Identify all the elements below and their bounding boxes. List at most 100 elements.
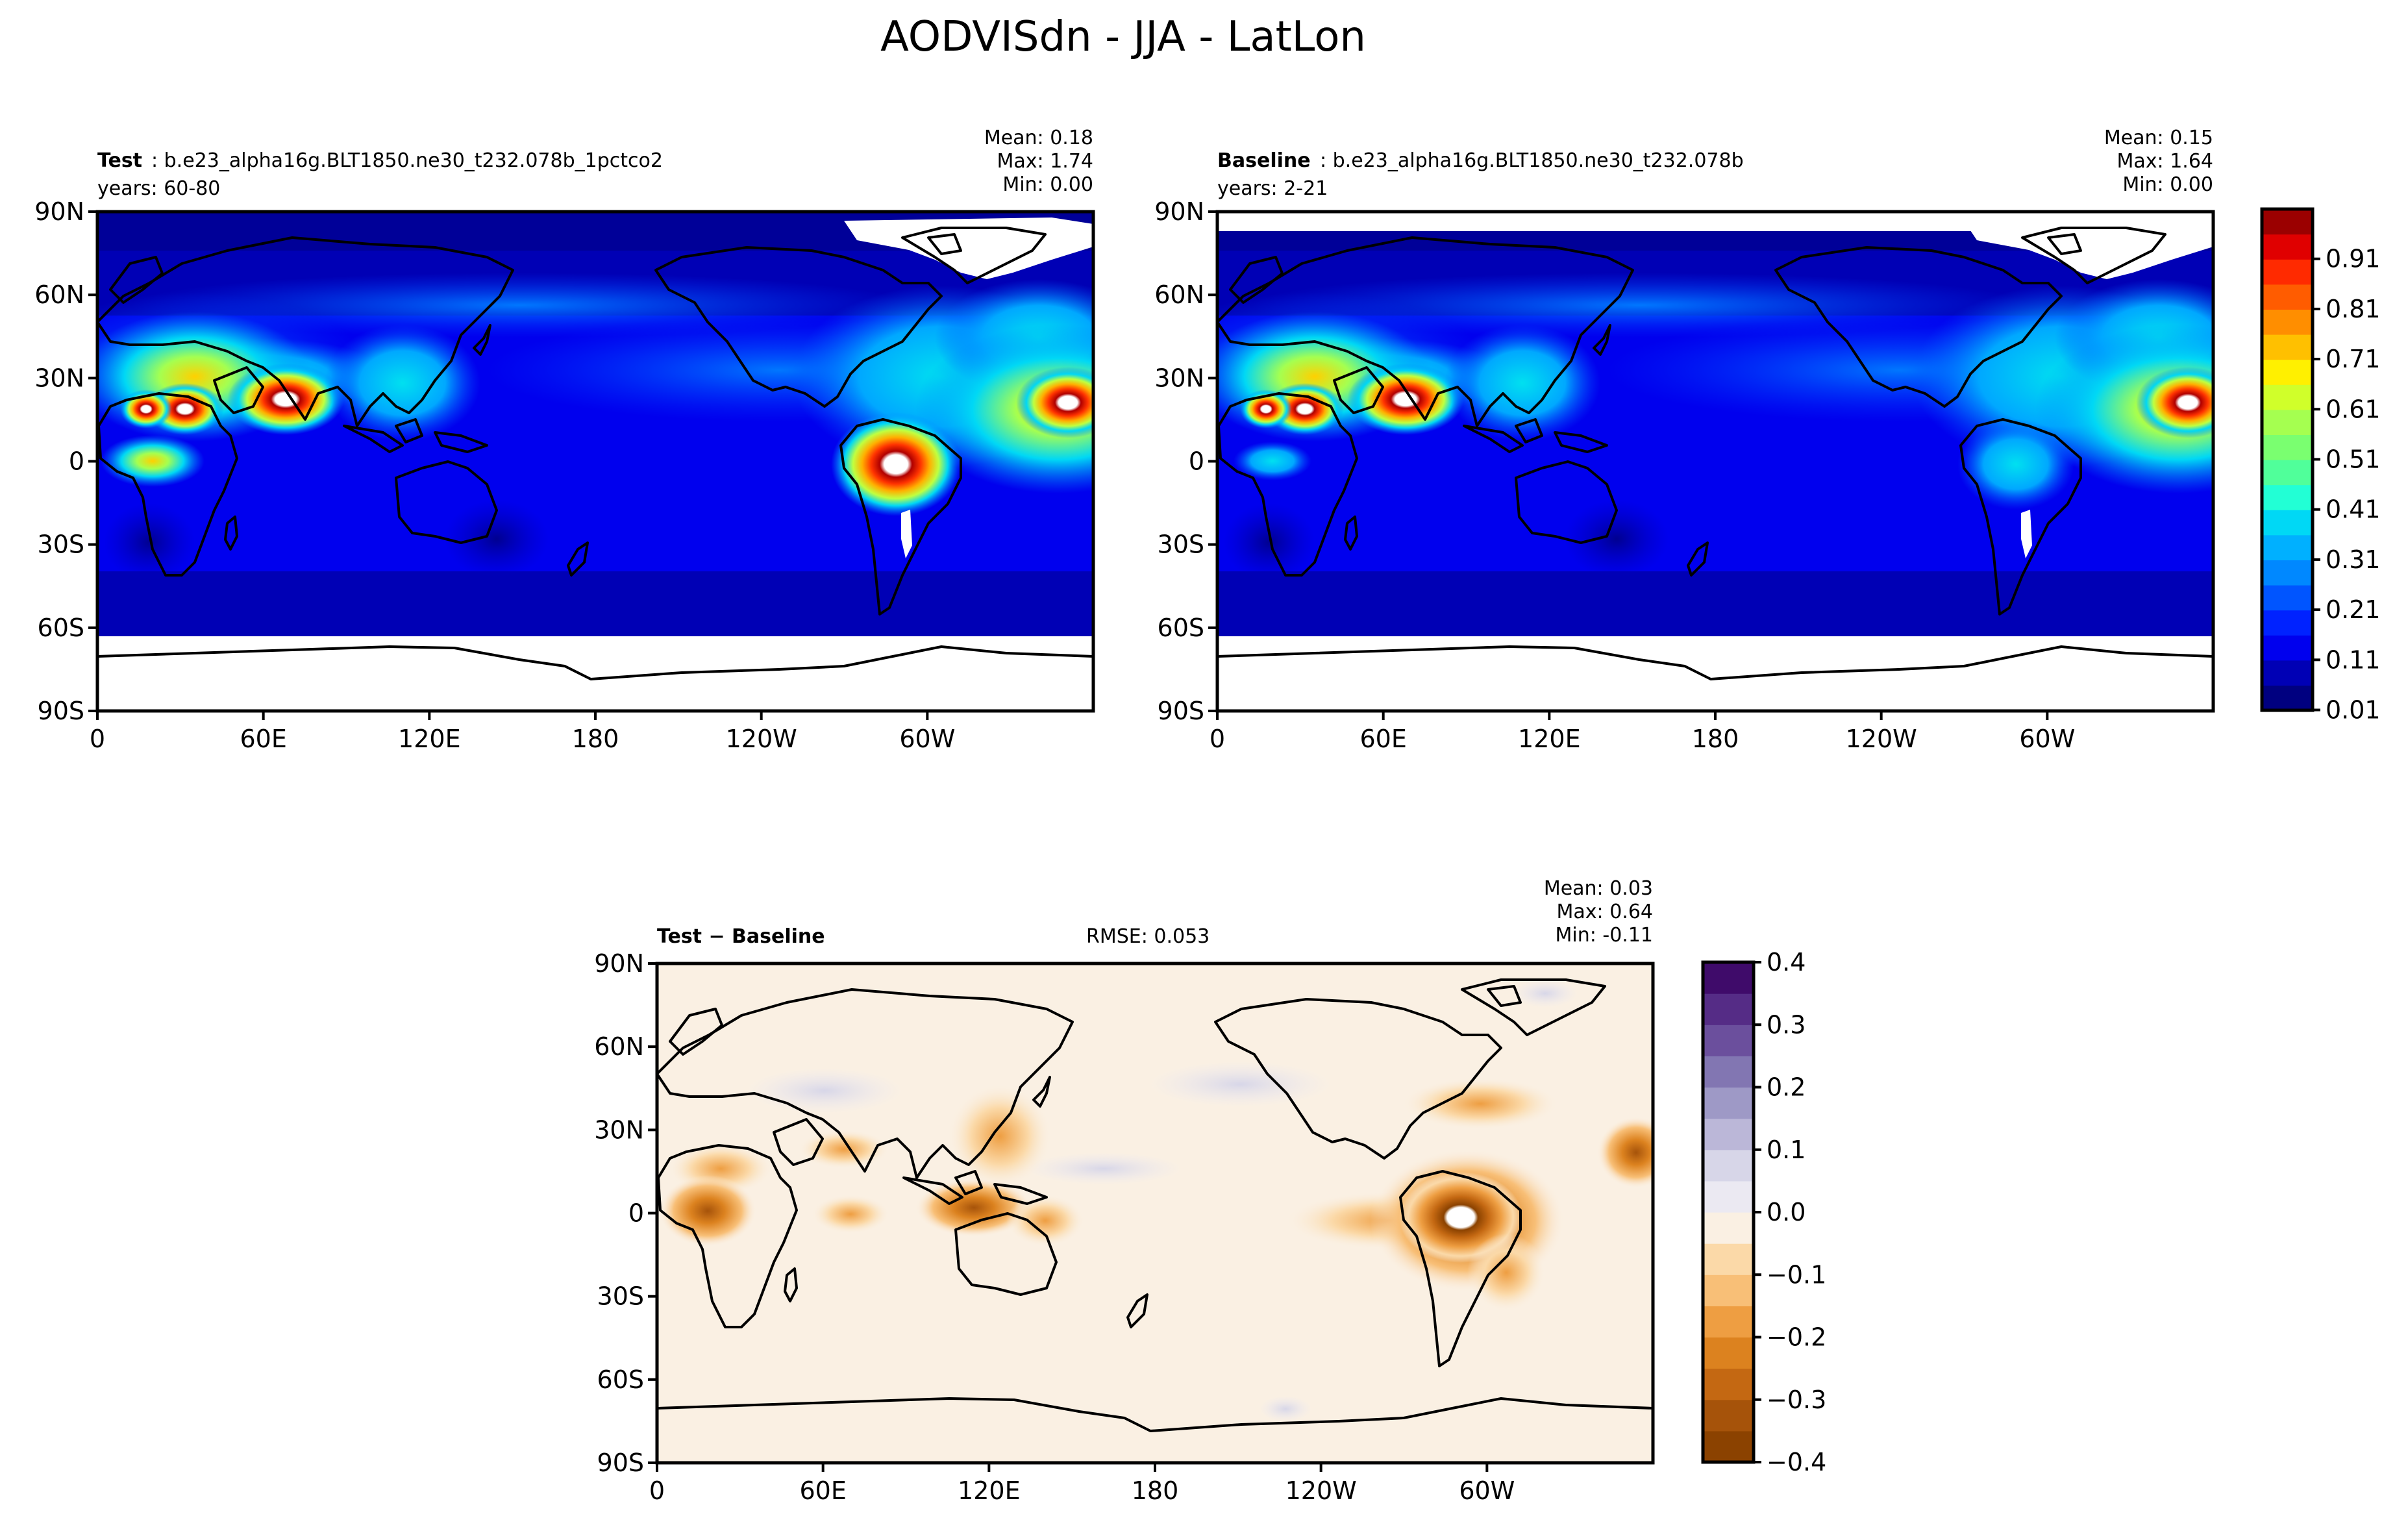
diff-colorbar-swatch: [1703, 1025, 1754, 1056]
diff-xtick-label: 120W: [1285, 1476, 1357, 1505]
main-colorbar-swatch: [2262, 284, 2313, 310]
diff-colorbar-swatches: [1703, 962, 1754, 1463]
diff-colorbar-swatch: [1703, 1306, 1754, 1338]
baseline-xtick-label: 60W: [2019, 725, 2075, 753]
test-xtick-label: 120W: [726, 725, 797, 753]
main-colorbar-label: 0.51: [2326, 445, 2381, 474]
main-colorbar-swatch: [2262, 685, 2313, 711]
diff-colorbar-swatch: [1703, 1243, 1754, 1275]
diff-colorbar-swatch: [1703, 993, 1754, 1025]
test-case-name: : b.e23_alpha16g.BLT1850.ne30_t232.078b_…: [151, 149, 663, 172]
diff-colorbar-swatch: [1703, 1149, 1754, 1182]
diff-xtick-label: 60E: [799, 1476, 846, 1505]
diff-xtick-label: 120E: [958, 1476, 1021, 1505]
baseline-xtick-label: 180: [1692, 725, 1739, 753]
main-colorbar-label: 0.11: [2326, 645, 2381, 674]
diff-colorbar-swatch: [1703, 1399, 1754, 1432]
test-ytick-label: 60N: [34, 280, 84, 309]
main-colorbar-swatch: [2262, 560, 2313, 586]
main-colorbar-label: 0.31: [2326, 545, 2381, 574]
main-colorbar-swatch: [2262, 510, 2313, 536]
main-colorbar-swatch: [2262, 334, 2313, 360]
diff-colorbar-label: −0.2: [1767, 1323, 1826, 1352]
baseline-xtick-label: 120E: [1518, 725, 1581, 753]
diff-mean: Mean: 0.03: [1544, 877, 1653, 900]
baseline-label: Baseline: [1217, 149, 1311, 172]
main-colorbar: 0.01 0.11 0.21 0.31 0.41 0.51 0.61 0.71 0.81 0.91: [2260, 207, 2381, 725]
main-colorbar-label: 0.61: [2326, 395, 2381, 423]
diff-colorbar: 0.4 0.3 0.2 0.1 0.0 −0.1 −0.2 −0.3 −0.4: [1701, 948, 1826, 1476]
diff-colorbar-swatch: [1703, 1118, 1754, 1150]
test-ytick-label: 0: [69, 447, 84, 476]
test-xtick-label: 0: [90, 725, 105, 753]
test-ytick-label: 30N: [34, 364, 84, 392]
main-colorbar-swatch: [2262, 234, 2313, 260]
baseline-ytick-label: 30N: [1154, 364, 1204, 392]
main-colorbar-swatch: [2262, 635, 2313, 661]
diff-ytick-label: 0: [628, 1199, 644, 1228]
main-colorbar-label: 0.41: [2326, 495, 2381, 524]
diff-min: Min: -0.11: [1556, 924, 1654, 947]
baseline-ytick-label: 90S: [1158, 697, 1204, 725]
diff-colorbar-label: 0.1: [1767, 1136, 1806, 1164]
test-ytick-label: 60S: [38, 614, 84, 642]
baseline-case-name: : b.e23_alpha16g.BLT1850.ne30_t232.078b: [1320, 149, 1744, 172]
diff-colorbar-swatch: [1703, 1368, 1754, 1400]
diff-colorbar-label: 0.4: [1767, 948, 1806, 976]
diff-colorbar-label: −0.3: [1767, 1386, 1826, 1414]
test-xtick-label: 180: [572, 725, 619, 753]
test-xtick-label: 120E: [398, 725, 461, 753]
baseline-ytick-label: 60N: [1154, 280, 1204, 309]
test-xticks: 0 60E 120E 180 120W 60W: [90, 711, 955, 753]
main-colorbar-swatch: [2262, 259, 2313, 285]
diff-colorbar-swatch: [1703, 1180, 1754, 1213]
baseline-ytick-label: 90N: [1154, 197, 1204, 226]
diff-ytick-label: 90S: [597, 1448, 644, 1477]
main-colorbar-swatch: [2262, 585, 2313, 611]
panel-test: Test : b.e23_alpha16g.BLT1850.ne30_t232.…: [34, 127, 1095, 753]
main-colorbar-label: 0.91: [2326, 245, 2381, 273]
main-colorbar-label: 0.81: [2326, 295, 2381, 323]
diff-colorbar-label: 0.3: [1767, 1010, 1806, 1039]
diff-colorbar-label: −0.1: [1767, 1260, 1826, 1289]
test-ytick-label: 90S: [38, 697, 84, 725]
diff-colorbar-swatch: [1703, 1337, 1754, 1369]
baseline-min: Min: 0.00: [2122, 173, 2213, 196]
main-colorbar-swatch: [2262, 460, 2313, 486]
diff-ytick-label: 30N: [594, 1115, 644, 1144]
main-colorbar-swatch: [2262, 484, 2313, 510]
main-colorbar-swatch: [2262, 610, 2313, 636]
test-xtick-label: 60E: [240, 725, 286, 753]
diff-ytick-label: 30S: [597, 1282, 644, 1311]
main-colorbar-swatch: [2262, 359, 2313, 385]
main-colorbar-label: 0.01: [2326, 696, 2381, 725]
main-colorbar-ticks: 0.01 0.11 0.21 0.31 0.41 0.51 0.61 0.71 0.81 0.91: [2313, 245, 2381, 725]
test-map-field: [97, 212, 1093, 711]
baseline-max: Max: 1.64: [2117, 150, 2213, 173]
baseline-map-field: [1217, 212, 2213, 711]
diff-colorbar-swatch: [1703, 1212, 1754, 1244]
baseline-xticks: 0 60E 120E 180 120W 60W: [1210, 711, 2075, 753]
test-min: Min: 0.00: [1002, 173, 1093, 196]
diff-ytick-label: 60S: [597, 1365, 644, 1394]
main-colorbar-swatch: [2262, 384, 2313, 410]
baseline-yticks: 90N 60N 30N 0 30S 60S 90S: [1154, 197, 1217, 725]
diff-colorbar-swatch: [1703, 962, 1754, 994]
main-colorbar-swatch: [2262, 209, 2313, 235]
diff-colorbar-label: −0.4: [1767, 1448, 1826, 1476]
diff-colorbar-label: 0.0: [1767, 1198, 1806, 1226]
test-ytick-label: 30S: [38, 530, 84, 559]
panel-diff: Test − Baseline RMSE: 0.053 Mean: 0.03 M…: [594, 877, 1655, 1505]
test-ytick-label: 90N: [34, 197, 84, 226]
panel-baseline: Baseline : b.e23_alpha16g.BLT1850.ne30_t…: [1154, 127, 2215, 753]
test-yticks: 90N 60N 30N 0 30S 60S 90S: [34, 197, 97, 725]
diff-colorbar-swatch: [1703, 1056, 1754, 1088]
baseline-mean: Mean: 0.15: [2104, 127, 2213, 149]
diff-xtick-label: 60W: [1459, 1476, 1515, 1505]
baseline-ytick-label: 0: [1189, 447, 1204, 476]
baseline-xtick-label: 120W: [1846, 725, 1917, 753]
test-years: years: 60-80: [97, 177, 220, 200]
diff-colorbar-swatch: [1703, 1430, 1754, 1463]
test-mean: Mean: 0.18: [984, 127, 1093, 149]
